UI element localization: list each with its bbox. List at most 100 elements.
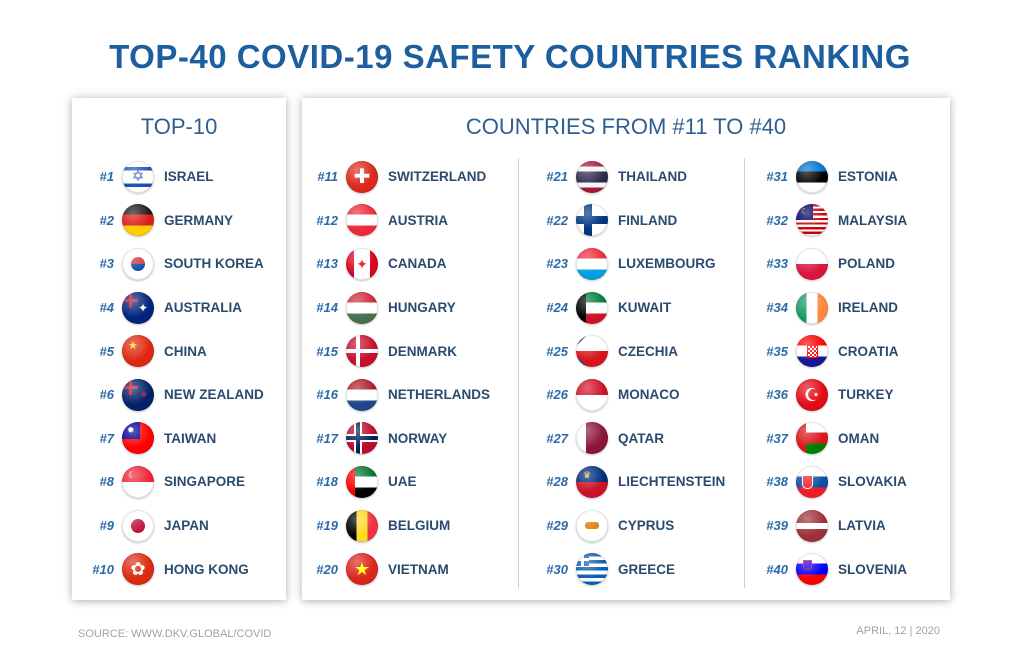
rank-11-40-panel: COUNTRIES FROM #11 TO #40 #11 ✚ SWITZERLAN… xyxy=(302,98,950,600)
country-row: #6 ★ NEW ZEALAND xyxy=(78,373,264,417)
country-row: #11 ✚ SWITZERLAND xyxy=(302,155,490,199)
column-31-40: #31 ESTONIA #32 ☾ MALAYSIA #33 POLAND #34 IRE… xyxy=(752,155,907,591)
flag-norway-icon xyxy=(346,422,378,455)
country-row: #37 OMAN xyxy=(752,417,907,461)
rank-label: #22 xyxy=(546,212,568,228)
rank-label: #2 xyxy=(99,212,114,228)
flag-hungary-icon xyxy=(346,291,378,324)
flag-poland-icon xyxy=(796,247,828,280)
country-name: SWITZERLAND xyxy=(388,169,487,185)
country-row: #35 CROATIA xyxy=(752,329,907,373)
rank-label: #1 xyxy=(99,169,114,185)
country-name: NEW ZEALAND xyxy=(164,387,264,403)
country-name: QATAR xyxy=(618,430,664,446)
flag-new-zealand-icon: ★ xyxy=(122,378,154,411)
country-name: OMAN xyxy=(838,430,880,446)
country-name: SLOVAKIA xyxy=(838,474,907,490)
country-row: #24 KUWAIT xyxy=(532,286,725,330)
flag-oman-icon xyxy=(796,422,828,455)
country-name: AUSTRIA xyxy=(388,212,448,228)
country-name: JAPAN xyxy=(164,518,209,534)
flag-germany-icon xyxy=(122,204,154,237)
country-row: #29 CYPRUS xyxy=(532,504,725,548)
flag-switzerland-icon: ✚ xyxy=(346,160,378,193)
country-name: VIETNAM xyxy=(388,561,449,577)
country-name: TURKEY xyxy=(838,387,894,403)
top-10-list: #1 ✡ ISRAEL #2 GERMANY #3 SOUTH KOREA #4 ✦ AUS… xyxy=(78,155,264,591)
country-name: SLOVENIA xyxy=(838,561,908,577)
country-row: #5 ★ CHINA xyxy=(78,329,264,373)
country-name: ESTONIA xyxy=(838,169,898,185)
country-name: NORWAY xyxy=(388,430,448,446)
country-name: CZECHIA xyxy=(618,343,678,359)
rank-label: #31 xyxy=(766,169,788,185)
country-name: IRELAND xyxy=(838,300,898,316)
rank-label: #27 xyxy=(546,430,568,446)
country-name: SINGAPORE xyxy=(164,474,246,490)
flag-estonia-icon xyxy=(796,160,828,193)
country-name: TAIWAN xyxy=(164,430,217,446)
country-row: #13 ✦ CANADA xyxy=(302,242,490,286)
country-name: AUSTRALIA xyxy=(164,300,242,316)
rank-label: #29 xyxy=(546,518,568,534)
country-name: HUNGARY xyxy=(388,300,456,316)
flag-hong-kong-icon: ✿ xyxy=(122,553,154,586)
flag-qatar-icon xyxy=(576,422,608,455)
rank-label: #23 xyxy=(546,256,568,272)
country-row: #19 BELGIUM xyxy=(302,504,490,548)
flag-denmark-icon xyxy=(346,335,378,368)
rank-label: #17 xyxy=(316,430,338,446)
rank-label: #21 xyxy=(546,169,568,185)
country-name: LUXEMBOURG xyxy=(618,256,716,272)
rank-label: #9 xyxy=(99,518,114,534)
flag-slovenia-icon xyxy=(796,553,828,586)
country-name: CROATIA xyxy=(838,343,899,359)
rank-label: #16 xyxy=(316,387,338,403)
country-name: CYPRUS xyxy=(618,518,675,534)
flag-czechia-icon xyxy=(576,335,608,368)
country-row: #14 HUNGARY xyxy=(302,286,490,330)
flag-malaysia-icon: ☾ xyxy=(796,204,828,237)
rank-label: #4 xyxy=(99,300,114,316)
top-10-title: TOP-10 xyxy=(140,114,218,139)
column-21-30: #21 THAILAND #22 FINLAND #23 LUXEMBOURG #24… xyxy=(532,155,725,591)
rank-label: #32 xyxy=(766,212,788,228)
rank-label: #20 xyxy=(316,561,338,577)
rank-label: #6 xyxy=(99,387,114,403)
country-name: MONACO xyxy=(618,387,680,403)
rank-label: #38 xyxy=(766,474,788,490)
flag-south-korea-icon xyxy=(122,247,154,280)
country-row: #16 NETHERLANDS xyxy=(302,373,490,417)
country-name: ISRAEL xyxy=(164,169,214,185)
top-10-panel: TOP-10 #1 ✡ ISRAEL #2 GERMANY #3 SOUTH KOREA… xyxy=(72,98,286,600)
flag-luxembourg-icon xyxy=(576,247,608,280)
country-row: #8 ☾ SINGAPORE xyxy=(78,460,264,504)
flag-australia-icon: ✦ xyxy=(122,291,154,324)
column-divider xyxy=(518,158,519,588)
rank-label: #25 xyxy=(546,343,568,359)
country-row: #27 QATAR xyxy=(532,417,725,461)
country-row: #23 LUXEMBOURG xyxy=(532,242,725,286)
rank-label: #14 xyxy=(316,300,338,316)
flag-kuwait-icon xyxy=(576,291,608,324)
flag-finland-icon xyxy=(576,204,608,237)
country-row: #2 GERMANY xyxy=(78,199,264,243)
rank-label: #26 xyxy=(546,387,568,403)
flag-monaco-icon xyxy=(576,378,608,411)
country-row: #26 MONACO xyxy=(532,373,725,417)
rank-label: #19 xyxy=(316,518,338,534)
flag-greece-icon xyxy=(576,553,608,586)
rank-label: #13 xyxy=(316,256,338,272)
country-row: #28 ♛ LIECHTENSTEIN xyxy=(532,460,725,504)
rank-label: #30 xyxy=(546,561,568,577)
rank-label: #7 xyxy=(99,430,114,446)
country-name: LIECHTENSTEIN xyxy=(618,474,726,490)
flag-ireland-icon xyxy=(796,291,828,324)
country-name: HONG KONG xyxy=(164,561,249,577)
rank-label: #3 xyxy=(99,256,114,272)
flag-belgium-icon xyxy=(346,509,378,542)
country-row: #1 ✡ ISRAEL xyxy=(78,155,264,199)
flag-canada-icon: ✦ xyxy=(346,247,378,280)
rank-label: #15 xyxy=(316,343,338,359)
country-row: #32 ☾ MALAYSIA xyxy=(752,199,907,243)
